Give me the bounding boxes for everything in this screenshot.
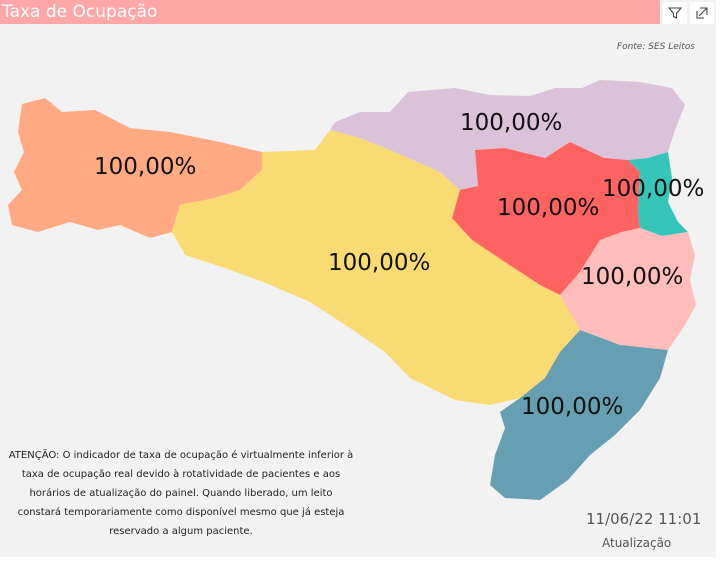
region-west-midwest[interactable]	[172, 130, 580, 405]
filter-icon	[668, 7, 682, 19]
region-north-plateau[interactable]	[330, 80, 685, 190]
region-north-coast[interactable]	[628, 152, 688, 236]
update-timestamp: 11/06/22 11:01	[586, 510, 702, 528]
occupancy-notice: ATENÇÃO: O indicador de taxa de ocupação…	[8, 450, 354, 537]
region-label-greater-florianopolis: 100,00%	[581, 264, 684, 290]
region-label-north-coast: 100,00%	[602, 176, 705, 202]
filter-button[interactable]	[663, 2, 687, 24]
source-note: Fonte: SES Leitos	[616, 42, 695, 52]
region-label-far-west: 100,00%	[94, 154, 197, 180]
region-vale-itajai[interactable]	[452, 142, 640, 295]
region-far-west[interactable]	[8, 98, 262, 238]
region-greater-florianopolis[interactable]	[560, 228, 696, 350]
update-label: Atualização	[602, 536, 672, 550]
focus-mode-icon	[696, 7, 708, 19]
focus-mode-button[interactable]	[690, 2, 714, 24]
region-label-vale-itajai: 100,00%	[497, 195, 600, 221]
region-label-south: 100,00%	[521, 394, 624, 420]
region-south[interactable]	[490, 330, 668, 500]
region-label-west-midwest: 100,00%	[328, 250, 431, 276]
visual-title: Taxa de Ocupação	[2, 2, 158, 22]
santa-catarina-map	[8, 80, 696, 500]
region-label-north-plateau: 100,00%	[460, 110, 563, 136]
title-bar: Taxa de Ocupação	[0, 0, 660, 24]
